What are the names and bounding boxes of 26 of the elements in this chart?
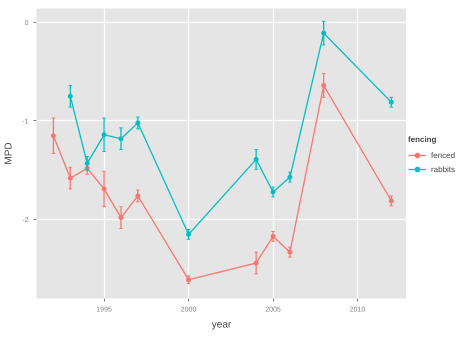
point xyxy=(287,250,292,255)
point xyxy=(84,160,90,166)
point xyxy=(135,193,140,198)
point xyxy=(388,198,394,204)
point xyxy=(270,189,276,194)
point xyxy=(68,176,73,181)
point xyxy=(321,82,326,88)
point xyxy=(102,186,107,192)
point xyxy=(270,234,276,239)
point xyxy=(68,94,73,99)
y-axis-title: MPD xyxy=(3,142,14,165)
legend-label: fenced xyxy=(431,150,456,160)
point xyxy=(287,174,292,180)
point xyxy=(135,120,140,126)
point xyxy=(50,133,56,138)
point xyxy=(102,132,107,138)
legend-title: fencing xyxy=(408,135,438,144)
point xyxy=(254,156,259,162)
legend-label: rabbits xyxy=(431,164,456,174)
point xyxy=(254,260,259,266)
x-axis-title: year xyxy=(212,320,232,330)
point xyxy=(321,30,326,36)
point xyxy=(118,136,124,142)
point xyxy=(118,215,124,220)
point xyxy=(388,100,394,105)
point xyxy=(186,232,192,237)
